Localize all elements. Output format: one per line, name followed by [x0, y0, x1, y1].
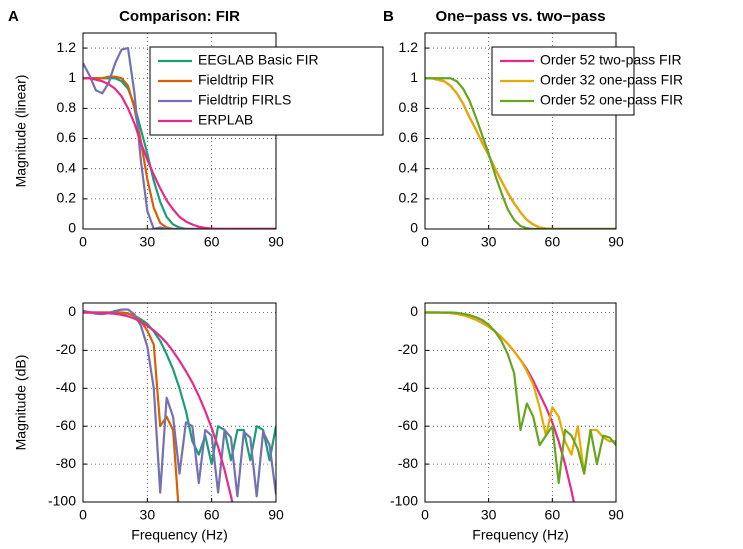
x-tick-label: 60 — [545, 234, 561, 250]
y-tick-label: -60 — [56, 417, 76, 433]
plot-area — [83, 46, 276, 229]
x-tick-label: 60 — [204, 234, 220, 250]
legend: Order 52 two-pass FIR Order 32 one-pass F… — [491, 46, 683, 116]
axes-frame — [424, 32, 617, 230]
x-tick-label: 60 — [204, 507, 220, 523]
chart-title: One−pass vs. two−pass — [435, 8, 605, 25]
data-line — [425, 311, 616, 485]
x-tick-label: 90 — [608, 234, 624, 250]
data-line — [83, 46, 276, 229]
chart-title: Comparison: FIR — [119, 8, 240, 25]
y-tick-label: 0.8 — [399, 99, 419, 115]
legend-label: Order 52 one-pass FIR — [540, 92, 683, 108]
x-tick-label: 90 — [608, 507, 624, 523]
y-tick-label: 1.2 — [57, 39, 77, 55]
y-tick-label: -80 — [398, 455, 418, 471]
plot-area — [83, 308, 276, 502]
axes-frame — [82, 302, 277, 503]
y-tick-label: 0.2 — [399, 190, 419, 206]
legend-label: ERPLAB — [198, 112, 253, 128]
data-line — [425, 311, 575, 502]
x-tick-label: 30 — [481, 507, 497, 523]
x-tick-label: 30 — [140, 507, 156, 523]
x-axis-label: Frequency (Hz) — [131, 527, 227, 543]
y-tick-label: 0.2 — [57, 190, 77, 206]
y-tick-label: 0 — [410, 220, 418, 236]
x-tick-label: 90 — [268, 507, 284, 523]
y-tick-label: -80 — [56, 455, 76, 471]
data-line — [83, 77, 276, 229]
x-tick-label: 0 — [79, 234, 87, 250]
y-tick-label: 0.8 — [57, 99, 77, 115]
y-tick-label: -60 — [398, 417, 418, 433]
x-tick-label: 0 — [79, 507, 87, 523]
y-axis-label: Magnitude (linear) — [13, 75, 29, 188]
x-tick-label: 30 — [481, 234, 497, 250]
y-tick-label: -40 — [56, 379, 76, 395]
y-tick-label: 0.4 — [57, 159, 77, 175]
data-line — [83, 311, 234, 502]
plot-area — [425, 77, 616, 229]
legend-label: Order 52 two-pass FIR — [540, 52, 682, 68]
data-line — [425, 77, 616, 229]
y-tick-label: 1 — [68, 69, 76, 85]
y-tick-label: -20 — [398, 341, 418, 357]
legend-label: EEGLAB Basic FIR — [198, 52, 319, 68]
data-line — [83, 308, 276, 498]
y-tick-label: -40 — [398, 379, 418, 395]
y-tick-label: 0 — [68, 220, 76, 236]
y-tick-label: -20 — [56, 341, 76, 357]
x-tick-label: 30 — [140, 234, 156, 250]
y-tick-label: 1 — [410, 69, 418, 85]
y-tick-label: 0 — [410, 303, 418, 319]
legend-label: Fieldtrip FIRLS — [198, 92, 291, 108]
panel-label: A — [8, 8, 19, 25]
y-tick-label: 0.6 — [57, 129, 77, 145]
legend: EEGLAB Basic FIR Fieldtrip FIR Fieldtrip F… — [149, 46, 384, 136]
data-line — [425, 77, 616, 229]
x-tick-label: 90 — [268, 234, 284, 250]
plot-area — [425, 311, 616, 502]
x-axis-label: Frequency (Hz) — [472, 527, 568, 543]
legend-label: Fieldtrip FIR — [198, 72, 274, 88]
y-tick-label: -100 — [390, 493, 418, 509]
data-line — [83, 75, 276, 229]
y-tick-label: 0.4 — [399, 159, 419, 175]
y-tick-label: 0.6 — [399, 129, 419, 145]
data-line — [83, 77, 276, 229]
x-tick-label: 0 — [421, 507, 429, 523]
axes-frame — [424, 302, 617, 503]
y-tick-label: 1.2 — [399, 39, 419, 55]
x-tick-label: 60 — [545, 507, 561, 523]
legend-label: Order 32 one-pass FIR — [540, 72, 683, 88]
panel-label: B — [383, 8, 394, 25]
y-axis-label: Magnitude (dB) — [13, 355, 29, 451]
y-tick-label: -100 — [48, 493, 76, 509]
x-tick-label: 0 — [421, 234, 429, 250]
y-tick-label: 0 — [68, 303, 76, 319]
